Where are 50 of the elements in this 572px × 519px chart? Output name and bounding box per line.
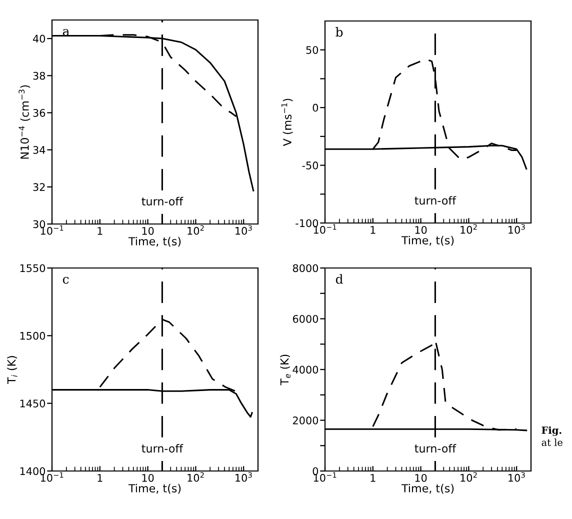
annotation: d bbox=[336, 274, 343, 284]
x-axis-title: Time, t(s) bbox=[128, 236, 181, 247]
y-tick-label: 2000 bbox=[293, 416, 318, 424]
x-tick-label: 10 bbox=[415, 226, 427, 234]
ref-line-label: turn-off bbox=[414, 444, 456, 453]
ref-line-label: turn-off bbox=[142, 444, 184, 453]
x-tick-label: 10$^{2}$ bbox=[460, 472, 477, 482]
y-tick-label: -50 bbox=[302, 162, 318, 170]
annotation: c bbox=[62, 276, 69, 284]
ref-line-label: turn-off bbox=[414, 196, 456, 205]
x-tick-label: 10 bbox=[142, 226, 154, 235]
text: at le bbox=[542, 438, 562, 446]
x-tick-label: 10 bbox=[415, 474, 427, 482]
y-tick-label: 38 bbox=[33, 72, 46, 80]
x-tick-label: 10$^{3}$ bbox=[236, 472, 252, 482]
x-tick-label: 1 bbox=[98, 474, 102, 482]
annotation: b bbox=[336, 27, 343, 37]
x-tick-label: 1 bbox=[370, 226, 376, 234]
x-tick-label: 10$^{−1}$ bbox=[314, 472, 336, 482]
y-axis-title: T$_{i}$ (K) bbox=[7, 356, 18, 384]
x-tick-label: 1 bbox=[370, 474, 376, 482]
x-tick-label: 10$^{2}$ bbox=[460, 224, 477, 234]
x-tick-label: 10$^{2}$ bbox=[188, 472, 204, 482]
y-tick-label: 1500 bbox=[20, 332, 46, 340]
y-axis-title: N10$^{−4}$ (cm$^{−3}$) bbox=[18, 85, 30, 159]
y-tick-label: 34 bbox=[33, 146, 46, 154]
x-axis-title: Time, t(s) bbox=[401, 484, 454, 494]
y-tick-label: 40 bbox=[33, 34, 46, 43]
x-tick-label: 10$^{3}$ bbox=[508, 472, 525, 482]
x-axis-title: Time, t(s) bbox=[401, 236, 454, 246]
x-tick-label: 1 bbox=[98, 227, 102, 235]
y-axis-title: T$_{e}$ (K) bbox=[280, 354, 290, 386]
x-tick-label: 10 bbox=[142, 474, 154, 482]
x-axis-title: Time, t(s) bbox=[128, 484, 181, 494]
text: Fig. bbox=[542, 426, 562, 436]
y-tick-label: 32 bbox=[33, 183, 45, 192]
y-tick-label: 50 bbox=[306, 46, 318, 54]
y-tick-label: 0 bbox=[312, 104, 318, 112]
y-tick-label: 1550 bbox=[20, 264, 46, 272]
x-tick-label: 10$^{3}$ bbox=[508, 224, 525, 234]
y-tick-label: 8000 bbox=[292, 264, 318, 272]
y-tick-label: 1450 bbox=[20, 400, 46, 408]
y-axis-title: V (ms$^{−1}$) bbox=[281, 98, 293, 146]
x-tick-label: 10$^{−1}$ bbox=[40, 225, 64, 235]
y-tick-label: 36 bbox=[33, 108, 46, 117]
x-tick-label: 10$^{3}$ bbox=[236, 225, 252, 235]
y-tick-label: 4000 bbox=[292, 366, 318, 374]
x-tick-label: 10$^{2}$ bbox=[188, 225, 204, 235]
y-tick-label: 6000 bbox=[292, 314, 318, 323]
ref-line-label: turn-off bbox=[142, 196, 184, 206]
